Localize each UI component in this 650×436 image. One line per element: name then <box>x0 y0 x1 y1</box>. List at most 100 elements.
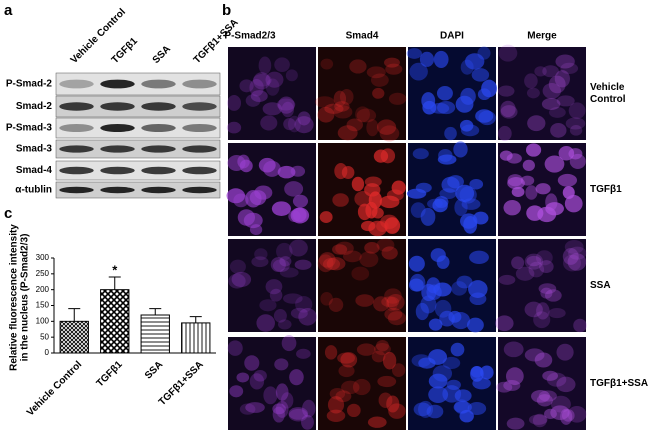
band <box>100 186 135 194</box>
error-bar <box>108 276 121 290</box>
cell <box>498 85 515 97</box>
cell <box>279 256 292 267</box>
band <box>141 186 176 194</box>
cell <box>368 220 388 237</box>
cell <box>351 176 365 192</box>
band <box>59 186 94 194</box>
cell <box>274 358 289 371</box>
cell <box>319 211 333 224</box>
cell <box>381 296 400 308</box>
row-label: SSA <box>590 280 611 291</box>
cell <box>569 125 583 136</box>
cell <box>294 116 314 134</box>
micrograph <box>406 141 496 236</box>
micrograph <box>227 335 316 430</box>
cell <box>528 261 545 278</box>
cell <box>499 150 513 161</box>
cell <box>275 400 289 418</box>
cell <box>507 176 525 190</box>
band <box>141 79 176 89</box>
band <box>59 102 94 111</box>
y-tick-label: 100 <box>36 316 50 325</box>
cell <box>245 94 261 107</box>
cell <box>503 341 524 358</box>
bar <box>59 320 89 354</box>
cell <box>548 308 566 319</box>
cell <box>237 209 256 226</box>
cell <box>466 317 484 333</box>
micrograph <box>498 143 586 236</box>
column-header: P-Smad2/3 <box>224 31 276 42</box>
cell <box>281 101 295 118</box>
cell <box>253 72 271 90</box>
cell <box>428 318 443 331</box>
cell <box>364 176 382 187</box>
cell <box>535 250 553 266</box>
band <box>141 102 176 111</box>
cell <box>332 193 349 207</box>
micrograph <box>496 337 587 430</box>
band <box>182 166 217 175</box>
cell <box>525 143 542 157</box>
cell <box>528 414 548 425</box>
cell <box>451 281 468 296</box>
cell <box>477 46 491 60</box>
cell <box>351 266 370 281</box>
cell <box>495 315 514 332</box>
cell <box>292 194 309 208</box>
cell <box>276 242 293 261</box>
cell <box>430 102 450 114</box>
cell <box>373 149 389 163</box>
cell <box>281 335 297 352</box>
cell <box>278 96 295 114</box>
x-tick-label: SSA <box>143 359 165 381</box>
cell <box>231 271 252 288</box>
cell <box>550 405 570 421</box>
micrograph <box>314 47 407 142</box>
cell <box>498 274 516 285</box>
cell <box>249 190 267 206</box>
cell <box>534 352 553 368</box>
cell <box>295 295 313 313</box>
y-tick-label: 150 <box>36 301 50 310</box>
band <box>59 166 94 175</box>
cell <box>539 260 554 274</box>
cell <box>352 378 371 396</box>
cell <box>285 69 298 82</box>
band <box>59 79 94 89</box>
error-bar <box>149 308 162 315</box>
cell <box>265 279 283 295</box>
cell <box>544 155 565 173</box>
cell <box>252 73 272 87</box>
micrograph-bg <box>228 47 316 140</box>
band <box>182 79 217 89</box>
cell <box>391 180 406 195</box>
cell <box>387 311 407 326</box>
cell <box>426 404 444 419</box>
cell <box>391 363 406 378</box>
cell <box>274 57 290 73</box>
cell <box>434 196 449 208</box>
cell <box>388 403 406 419</box>
cell <box>540 287 553 299</box>
cell <box>538 283 557 294</box>
blot-strip <box>55 95 221 118</box>
cell <box>532 413 547 428</box>
cell <box>377 375 397 388</box>
cell <box>320 291 333 306</box>
cell <box>384 217 401 234</box>
cell <box>334 101 350 112</box>
blot-row-label: P-Smad-3 <box>6 123 53 134</box>
cell <box>500 100 516 118</box>
cell <box>560 62 579 75</box>
cell <box>439 310 455 327</box>
cell <box>434 299 452 318</box>
cell <box>346 118 364 132</box>
cell <box>265 78 280 96</box>
micrograph-bg <box>318 47 406 140</box>
micrograph <box>406 46 498 141</box>
cell <box>269 288 283 302</box>
cell <box>421 92 436 110</box>
cell <box>228 273 246 289</box>
cell <box>542 370 558 381</box>
